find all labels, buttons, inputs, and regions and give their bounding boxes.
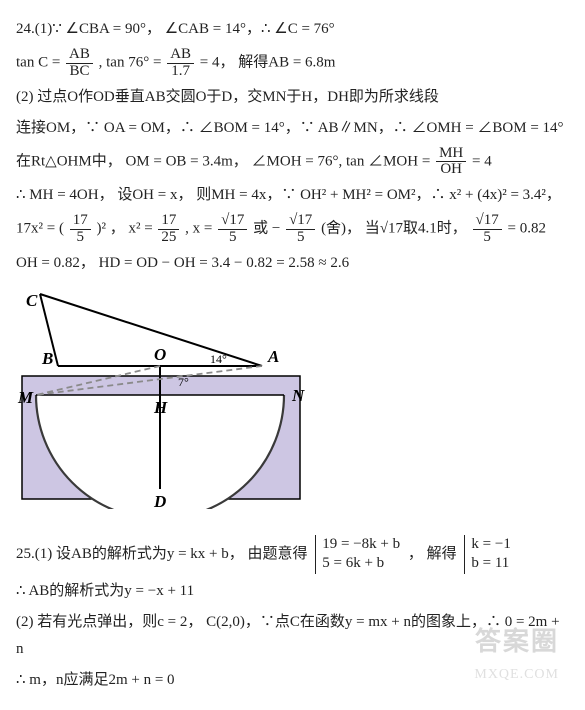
p24-line5: 在Rt△OHM中， OM = OB = 3.4m， ∠MOH = 76°, ta… [16, 146, 569, 179]
numer: √17 [473, 213, 502, 230]
svg-text:7°: 7° [178, 375, 189, 389]
fraction: √17 5 [473, 213, 502, 246]
denom: 5 [286, 230, 315, 246]
fraction: √17 5 [218, 213, 247, 246]
numer: AB [66, 47, 93, 64]
denom: OH [436, 162, 466, 178]
numer: √17 [286, 213, 315, 230]
text: , x = [185, 221, 216, 237]
text: )² ， x² = [96, 221, 156, 237]
page: 24.(1)∵ ∠CBA = 90°， ∠CAB = 14°，∴ ∠C = 76… [16, 16, 569, 694]
denom: 5 [473, 230, 502, 246]
numer: AB [167, 47, 194, 64]
p24-line7: 17x² = ( 17 5 )² ， x² = 17 25 , x = √17 … [16, 213, 569, 246]
fraction: AB 1.7 [167, 47, 194, 80]
watermark-brand: 答案圈 [475, 619, 559, 666]
text: tan C = [16, 55, 64, 71]
fraction: AB BC [66, 47, 93, 80]
p24-line6: ∴ MH = 4OH， 设OH = x， 则MH = 4x，∵ OH² + MH… [16, 182, 569, 209]
text: 25.(1) 设AB的解析式为y = kx + b， 由题意得 [16, 545, 308, 561]
system-brace: k = −1 b = 11 [464, 535, 510, 574]
fraction: √17 5 [286, 213, 315, 246]
svg-text:N: N [291, 386, 305, 405]
text: (舍)， 当√17取4.1时， [321, 221, 467, 237]
fraction: MH OH [436, 146, 466, 179]
p24-line8: OH = 0.82， HD = OD − OH = 3.4 − 0.82 = 2… [16, 250, 569, 277]
text: ， 解得 [408, 545, 457, 561]
denom: 5 [70, 230, 91, 246]
svg-text:B: B [41, 349, 53, 368]
p25-line1: 25.(1) 设AB的解析式为y = kx + b， 由题意得 19 = −8k… [16, 535, 569, 574]
svg-text:O: O [154, 345, 166, 364]
text: 在Rt△OHM中， OM = OB = 3.4m， ∠MOH = 76°, ta… [16, 153, 434, 169]
numer: 17 [158, 213, 179, 230]
fraction: 17 25 [158, 213, 179, 246]
svg-text:14°: 14° [210, 352, 227, 366]
text: 17x² = ( [16, 221, 64, 237]
p24-line3: (2) 过点O作OD垂直AB交圆O于D，交MN于H，DH即为所求线段 [16, 84, 569, 111]
text: = 0.82 [508, 221, 546, 237]
text: = 4 [472, 153, 492, 169]
svg-text:H: H [153, 398, 168, 417]
svg-text:M: M [17, 388, 34, 407]
text: , tan 76° = [99, 55, 166, 71]
svg-text:A: A [267, 347, 279, 366]
p24-line2: tan C = AB BC , tan 76° = AB 1.7 = 4， 解得… [16, 47, 569, 80]
sys-row: 5 = 6k + b [322, 554, 400, 574]
denom: 1.7 [167, 64, 194, 80]
p25-line2: ∴ AB的解析式为y = −x + 11 [16, 578, 569, 605]
p24-line1: 24.(1)∵ ∠CBA = 90°， ∠CAB = 14°，∴ ∠C = 76… [16, 16, 569, 43]
geometry-figure: 14° 7° C B O A M H N D [16, 289, 569, 519]
sys-row: b = 11 [471, 554, 510, 574]
system-brace: 19 = −8k + b 5 = 6k + b [315, 535, 400, 574]
sys-row: 19 = −8k + b [322, 535, 400, 555]
text: = 4， 解得AB = 6.8m [200, 55, 336, 71]
denom: BC [66, 64, 93, 80]
p24-line4: 连接OM，∵ OA = OM，∴ ∠BOM = 14°，∵ AB∥MN，∴ ∠O… [16, 115, 569, 142]
text: 或 − [253, 221, 284, 237]
svg-text:D: D [153, 492, 166, 509]
figure-svg: 14° 7° C B O A M H N D [16, 289, 306, 509]
numer: MH [436, 146, 466, 163]
svg-text:C: C [26, 291, 38, 310]
denom: 5 [218, 230, 247, 246]
sys-row: k = −1 [471, 535, 510, 555]
numer: √17 [218, 213, 247, 230]
denom: 25 [158, 230, 179, 246]
watermark-site: MXQE.COM [474, 662, 559, 687]
numer: 17 [70, 213, 91, 230]
fraction: 17 5 [70, 213, 91, 246]
